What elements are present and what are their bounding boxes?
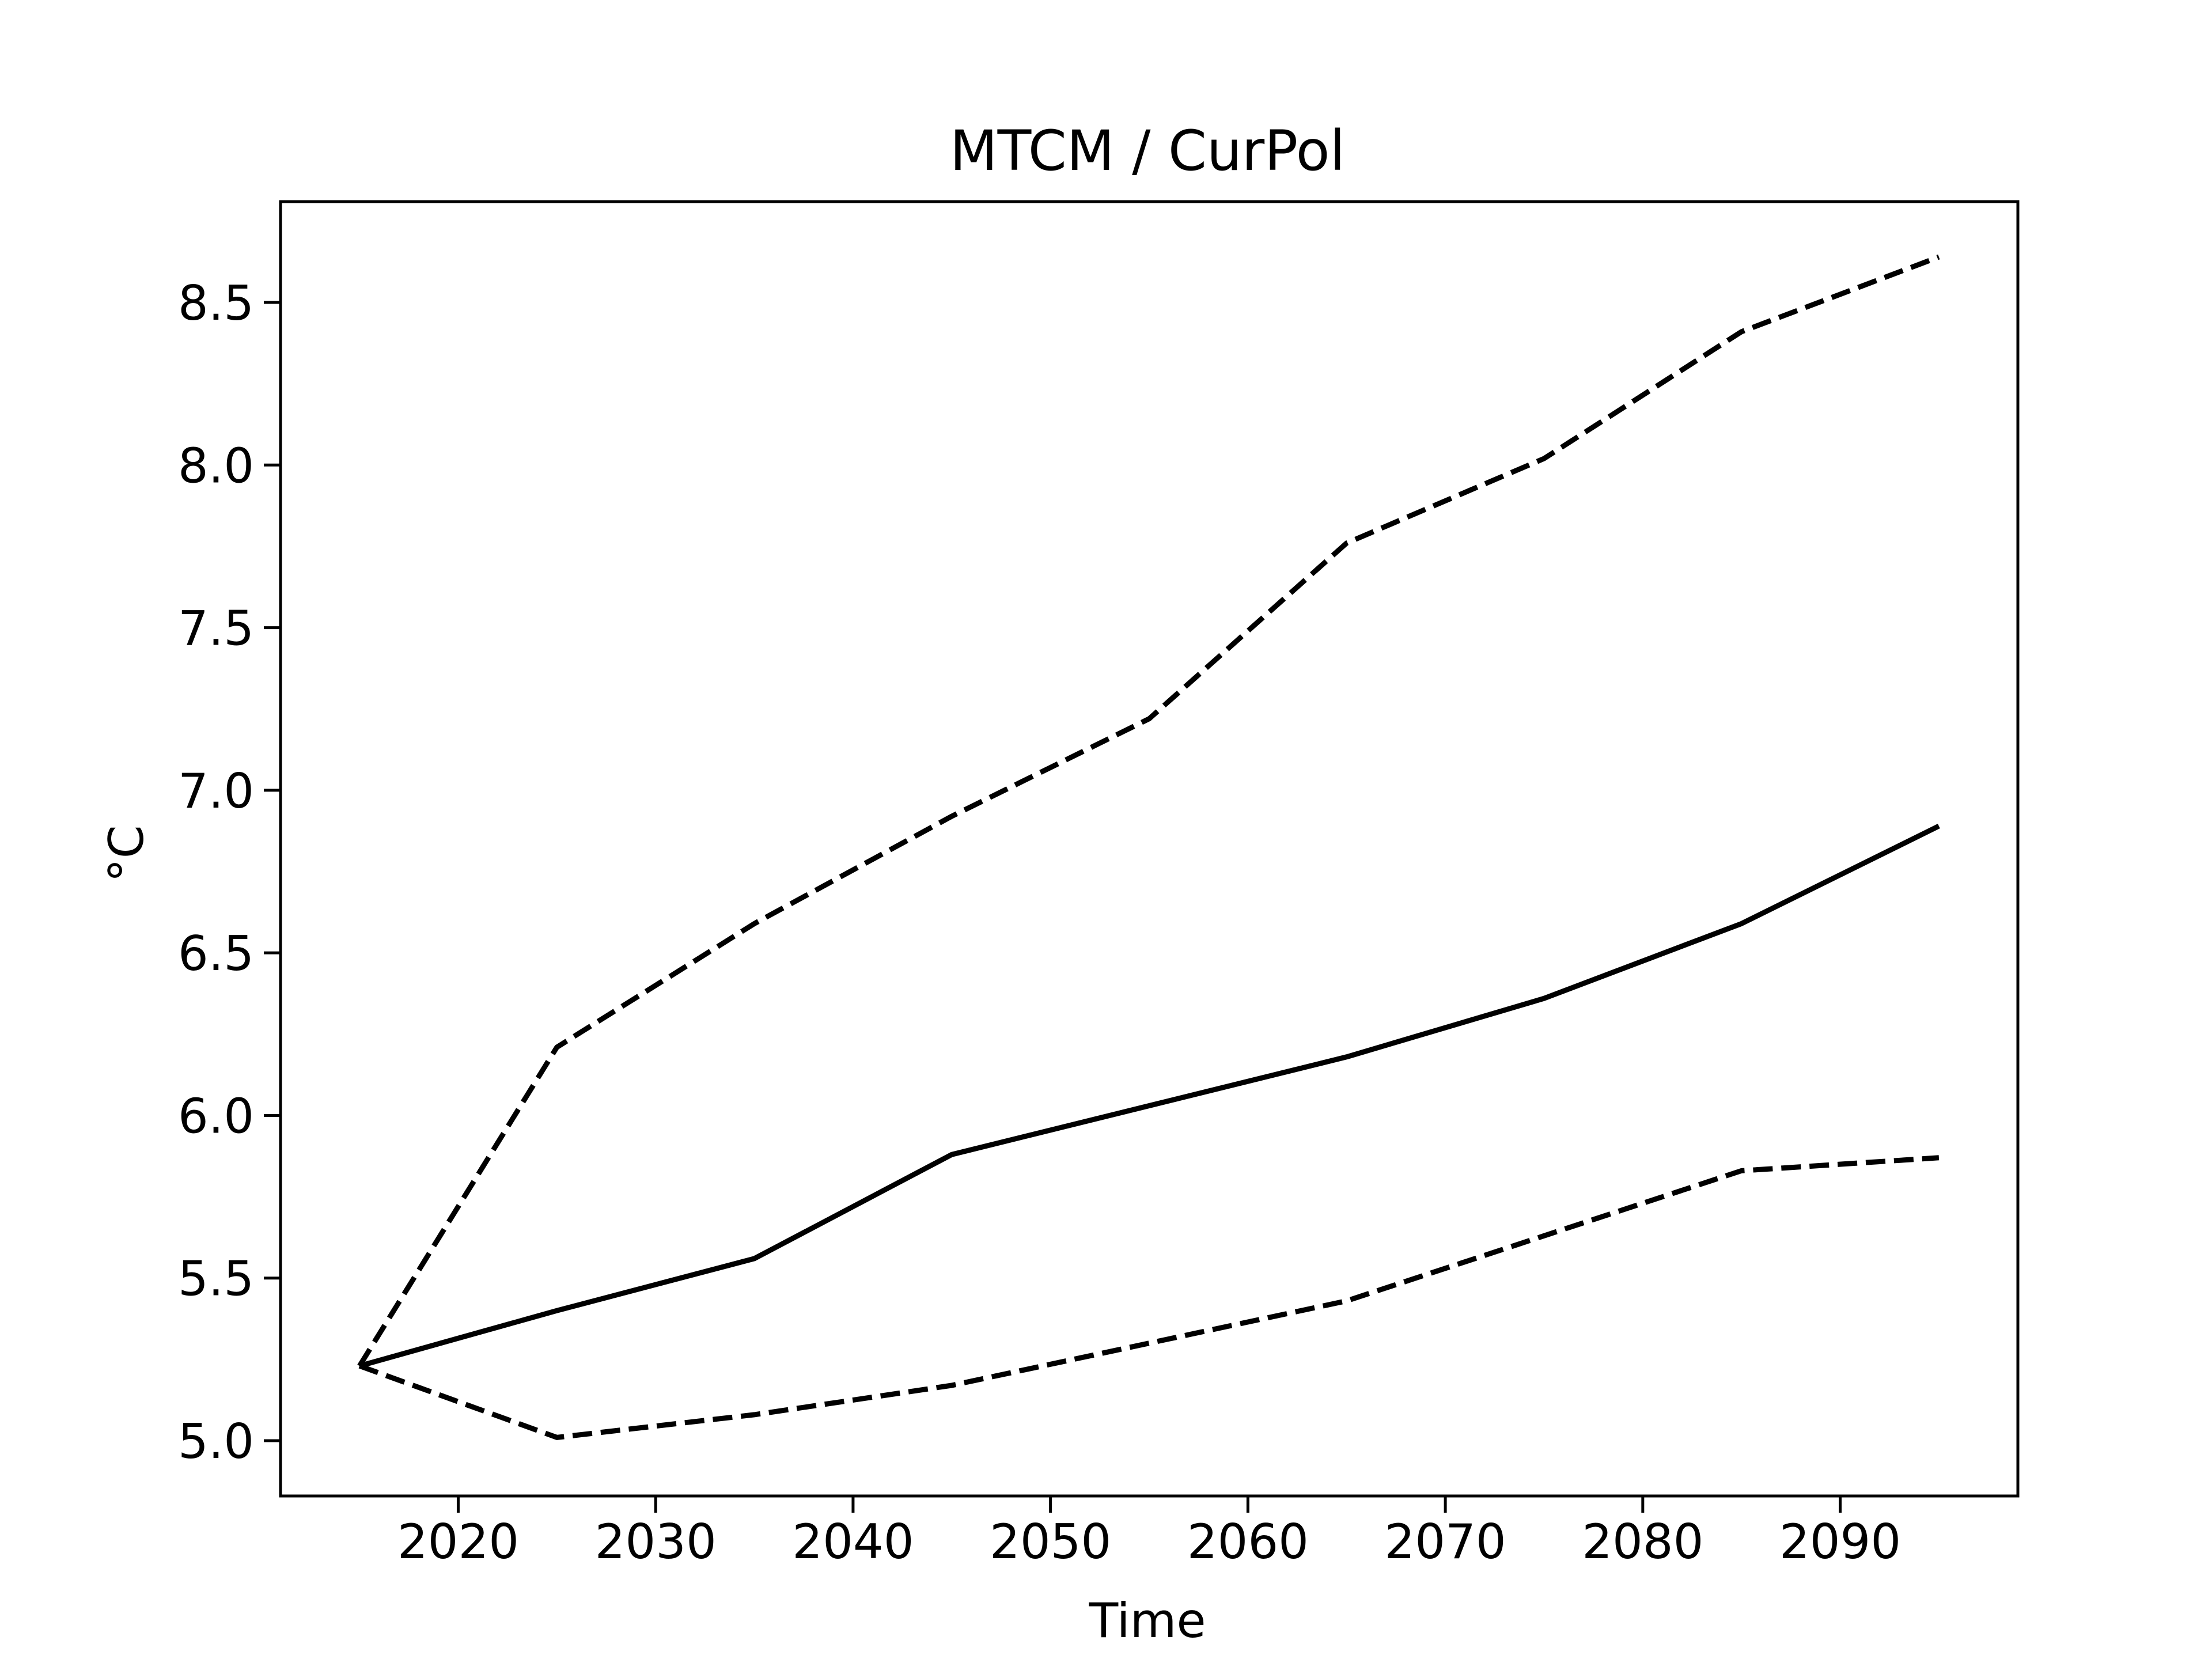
y-tick-label: 8.0 xyxy=(178,438,254,494)
y-axis: 5.0 5.5 6.0 6.5 7.0 7.5 8.0 8.5 xyxy=(178,275,281,1469)
x-axis-label: Time xyxy=(1088,1593,1206,1649)
y-tick-label: 8.5 xyxy=(178,275,254,331)
y-tick-label: 5.0 xyxy=(178,1414,254,1469)
x-tick-label: 2080 xyxy=(1582,1514,1703,1570)
x-axis: 2020 2030 2040 2050 2060 2070 2080 2090 xyxy=(397,1496,1901,1570)
y-tick-label: 7.0 xyxy=(178,763,254,819)
x-tick-label: 2050 xyxy=(990,1514,1111,1570)
x-tick-label: 2060 xyxy=(1187,1514,1309,1570)
x-tick-label: 2040 xyxy=(792,1514,914,1570)
series-line-2 xyxy=(357,254,1940,1368)
x-tick-label: 2090 xyxy=(1779,1514,1901,1570)
series-line-3 xyxy=(358,1155,1940,1440)
series-layer xyxy=(357,254,1940,1440)
chart-title: MTCM / CurPol xyxy=(950,119,1345,183)
series-line-1 xyxy=(358,823,1940,1369)
y-tick-label: 7.5 xyxy=(178,601,254,657)
plot-area-frame xyxy=(279,200,2020,1498)
y-tick-label: 6.5 xyxy=(178,926,254,982)
y-tick-label: 6.0 xyxy=(178,1088,254,1144)
y-tick-label: 5.5 xyxy=(178,1251,254,1307)
x-tick-label: 2030 xyxy=(595,1514,717,1570)
x-tick-label: 2070 xyxy=(1384,1514,1506,1570)
x-tick-label: 2020 xyxy=(397,1514,519,1570)
y-axis-label: °C xyxy=(99,825,154,882)
